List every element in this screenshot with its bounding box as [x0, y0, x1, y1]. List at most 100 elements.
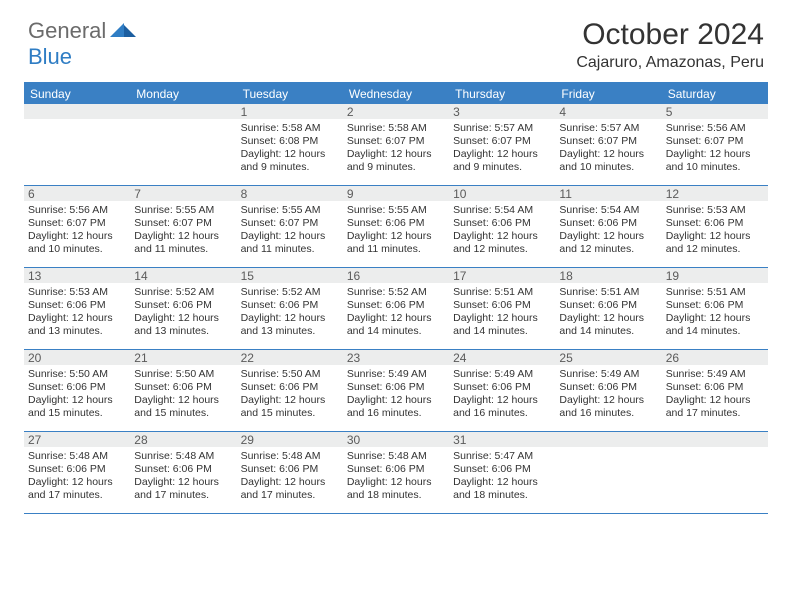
day-number: 10 — [449, 186, 555, 201]
day-body: Sunrise: 5:57 AMSunset: 6:07 PMDaylight:… — [449, 119, 555, 185]
day-line: Sunrise: 5:51 AM — [666, 286, 764, 299]
day-line: Sunrise: 5:48 AM — [28, 450, 126, 463]
day-line: Sunrise: 5:53 AM — [28, 286, 126, 299]
day-line: and 17 minutes. — [666, 407, 764, 420]
day-number: 7 — [130, 186, 236, 201]
day-line: Sunset: 6:06 PM — [559, 299, 657, 312]
day-body: Sunrise: 5:52 AMSunset: 6:06 PMDaylight:… — [343, 283, 449, 349]
day-line: Sunrise: 5:56 AM — [666, 122, 764, 135]
day-cell: 16Sunrise: 5:52 AMSunset: 6:06 PMDayligh… — [343, 268, 449, 349]
day-line: Sunset: 6:08 PM — [241, 135, 339, 148]
day-line: Sunset: 6:06 PM — [241, 381, 339, 394]
day-line: Sunrise: 5:49 AM — [453, 368, 551, 381]
day-number: 9 — [343, 186, 449, 201]
day-line: Sunrise: 5:55 AM — [347, 204, 445, 217]
day-body: Sunrise: 5:49 AMSunset: 6:06 PMDaylight:… — [449, 365, 555, 431]
day-cell: 3Sunrise: 5:57 AMSunset: 6:07 PMDaylight… — [449, 104, 555, 185]
day-cell: 1Sunrise: 5:58 AMSunset: 6:08 PMDaylight… — [237, 104, 343, 185]
day-cell: 5Sunrise: 5:56 AMSunset: 6:07 PMDaylight… — [662, 104, 768, 185]
day-line: and 15 minutes. — [134, 407, 232, 420]
day-cell: 19Sunrise: 5:51 AMSunset: 6:06 PMDayligh… — [662, 268, 768, 349]
day-line: and 11 minutes. — [241, 243, 339, 256]
day-line: and 10 minutes. — [28, 243, 126, 256]
day-number: 30 — [343, 432, 449, 447]
day-cell: 28Sunrise: 5:48 AMSunset: 6:06 PMDayligh… — [130, 432, 236, 513]
day-line: and 10 minutes. — [666, 161, 764, 174]
day-line: Sunrise: 5:48 AM — [241, 450, 339, 463]
day-number: 29 — [237, 432, 343, 447]
day-line: Sunset: 6:07 PM — [347, 135, 445, 148]
day-line: Sunset: 6:06 PM — [347, 381, 445, 394]
day-line: Daylight: 12 hours — [241, 476, 339, 489]
week-row: 27Sunrise: 5:48 AMSunset: 6:06 PMDayligh… — [24, 432, 768, 514]
week-row: 1Sunrise: 5:58 AMSunset: 6:08 PMDaylight… — [24, 104, 768, 186]
day-cell: 6Sunrise: 5:56 AMSunset: 6:07 PMDaylight… — [24, 186, 130, 267]
day-line: Sunset: 6:06 PM — [453, 217, 551, 230]
day-line: and 11 minutes. — [134, 243, 232, 256]
day-cell: 10Sunrise: 5:54 AMSunset: 6:06 PMDayligh… — [449, 186, 555, 267]
day-line: Sunset: 6:06 PM — [134, 463, 232, 476]
day-number: 22 — [237, 350, 343, 365]
day-cell: 18Sunrise: 5:51 AMSunset: 6:06 PMDayligh… — [555, 268, 661, 349]
day-cell: 4Sunrise: 5:57 AMSunset: 6:07 PMDaylight… — [555, 104, 661, 185]
day-line: and 14 minutes. — [347, 325, 445, 338]
day-line: and 13 minutes. — [134, 325, 232, 338]
day-line: and 18 minutes. — [347, 489, 445, 502]
day-number: 19 — [662, 268, 768, 283]
day-line: and 16 minutes. — [347, 407, 445, 420]
day-cell: 7Sunrise: 5:55 AMSunset: 6:07 PMDaylight… — [130, 186, 236, 267]
day-line: Daylight: 12 hours — [134, 312, 232, 325]
day-line: Daylight: 12 hours — [666, 230, 764, 243]
logo-blue-wrap: Blue — [28, 44, 72, 70]
day-line: and 18 minutes. — [453, 489, 551, 502]
day-line: Sunset: 6:06 PM — [666, 299, 764, 312]
day-line: and 14 minutes. — [559, 325, 657, 338]
day-line: Daylight: 12 hours — [559, 394, 657, 407]
day-line: Daylight: 12 hours — [347, 312, 445, 325]
day-line: Sunset: 6:07 PM — [666, 135, 764, 148]
day-line: Sunrise: 5:57 AM — [453, 122, 551, 135]
day-line: Sunset: 6:07 PM — [559, 135, 657, 148]
day-line: Sunrise: 5:50 AM — [241, 368, 339, 381]
day-cell: 30Sunrise: 5:48 AMSunset: 6:06 PMDayligh… — [343, 432, 449, 513]
day-line: Daylight: 12 hours — [28, 476, 126, 489]
day-cell — [555, 432, 661, 513]
day-line: Daylight: 12 hours — [241, 312, 339, 325]
day-line: and 12 minutes. — [666, 243, 764, 256]
title-block: October 2024 Cajaruro, Amazonas, Peru — [576, 18, 764, 72]
day-line: Sunset: 6:06 PM — [134, 299, 232, 312]
day-number: 4 — [555, 104, 661, 119]
day-line: and 13 minutes. — [28, 325, 126, 338]
day-body: Sunrise: 5:56 AMSunset: 6:07 PMDaylight:… — [662, 119, 768, 185]
day-line: Sunrise: 5:50 AM — [28, 368, 126, 381]
day-line: and 17 minutes. — [241, 489, 339, 502]
day-line: Daylight: 12 hours — [453, 148, 551, 161]
day-line: and 11 minutes. — [347, 243, 445, 256]
day-cell: 12Sunrise: 5:53 AMSunset: 6:06 PMDayligh… — [662, 186, 768, 267]
day-line: and 15 minutes. — [241, 407, 339, 420]
week-row: 13Sunrise: 5:53 AMSunset: 6:06 PMDayligh… — [24, 268, 768, 350]
dow-thursday: Thursday — [449, 84, 555, 104]
day-cell: 13Sunrise: 5:53 AMSunset: 6:06 PMDayligh… — [24, 268, 130, 349]
day-line: Sunset: 6:06 PM — [453, 463, 551, 476]
day-cell — [130, 104, 236, 185]
day-body: Sunrise: 5:57 AMSunset: 6:07 PMDaylight:… — [555, 119, 661, 185]
day-body: Sunrise: 5:54 AMSunset: 6:06 PMDaylight:… — [449, 201, 555, 267]
day-line: Daylight: 12 hours — [347, 476, 445, 489]
day-body: Sunrise: 5:50 AMSunset: 6:06 PMDaylight:… — [237, 365, 343, 431]
day-number: 20 — [24, 350, 130, 365]
day-line: Sunset: 6:06 PM — [347, 463, 445, 476]
day-line: Sunset: 6:06 PM — [347, 217, 445, 230]
day-body: Sunrise: 5:53 AMSunset: 6:06 PMDaylight:… — [24, 283, 130, 349]
dow-monday: Monday — [130, 84, 236, 104]
day-line: and 16 minutes. — [453, 407, 551, 420]
day-body — [130, 119, 236, 185]
day-body: Sunrise: 5:48 AMSunset: 6:06 PMDaylight:… — [24, 447, 130, 513]
day-line: Sunrise: 5:48 AM — [134, 450, 232, 463]
day-cell: 26Sunrise: 5:49 AMSunset: 6:06 PMDayligh… — [662, 350, 768, 431]
day-cell — [24, 104, 130, 185]
day-body: Sunrise: 5:55 AMSunset: 6:07 PMDaylight:… — [237, 201, 343, 267]
day-body: Sunrise: 5:49 AMSunset: 6:06 PMDaylight:… — [555, 365, 661, 431]
day-cell: 17Sunrise: 5:51 AMSunset: 6:06 PMDayligh… — [449, 268, 555, 349]
day-body — [24, 119, 130, 185]
